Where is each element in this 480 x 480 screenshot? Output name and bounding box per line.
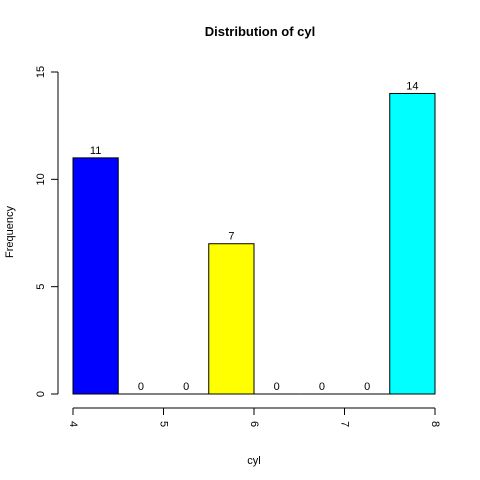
- bar-label-3: 0: [183, 381, 189, 393]
- y-axis-label: Frequency: [4, 206, 16, 258]
- x-ticks-layer: 4 5 6 7 8: [67, 408, 441, 427]
- y-tick-label-1: 0: [35, 391, 47, 397]
- y-ticks-layer: 0 5 10 15: [35, 66, 58, 397]
- x-axis-label: cyl: [247, 455, 260, 467]
- bar-label-5: 0: [274, 381, 280, 393]
- x-tick-label-1: 4: [67, 421, 79, 427]
- bar-label-4: 7: [228, 231, 234, 243]
- x-tick-label-4: 7: [339, 421, 351, 427]
- bars-layer: [72, 92, 436, 395]
- chart-title: Distribution of cyl: [205, 24, 316, 39]
- y-tick-label-2: 5: [35, 284, 47, 290]
- bar-8: [389, 92, 436, 395]
- bar-1: [72, 157, 119, 395]
- data-labels-layer: 11 0 0 7 0 0 0 14: [90, 80, 419, 393]
- bar-label-8: 14: [406, 80, 418, 92]
- y-tick-label-4: 15: [35, 66, 47, 78]
- x-tick-label-2: 5: [158, 421, 170, 427]
- bar-label-2: 0: [138, 381, 144, 393]
- x-tick-label-3: 6: [248, 421, 260, 427]
- y-tick-label-3: 10: [35, 173, 47, 185]
- bar-label-6: 0: [319, 381, 325, 393]
- bar-label-7: 0: [364, 381, 370, 393]
- bar-label-1: 11: [90, 145, 101, 157]
- bar-4: [208, 243, 255, 395]
- x-tick-label-5: 8: [429, 421, 441, 427]
